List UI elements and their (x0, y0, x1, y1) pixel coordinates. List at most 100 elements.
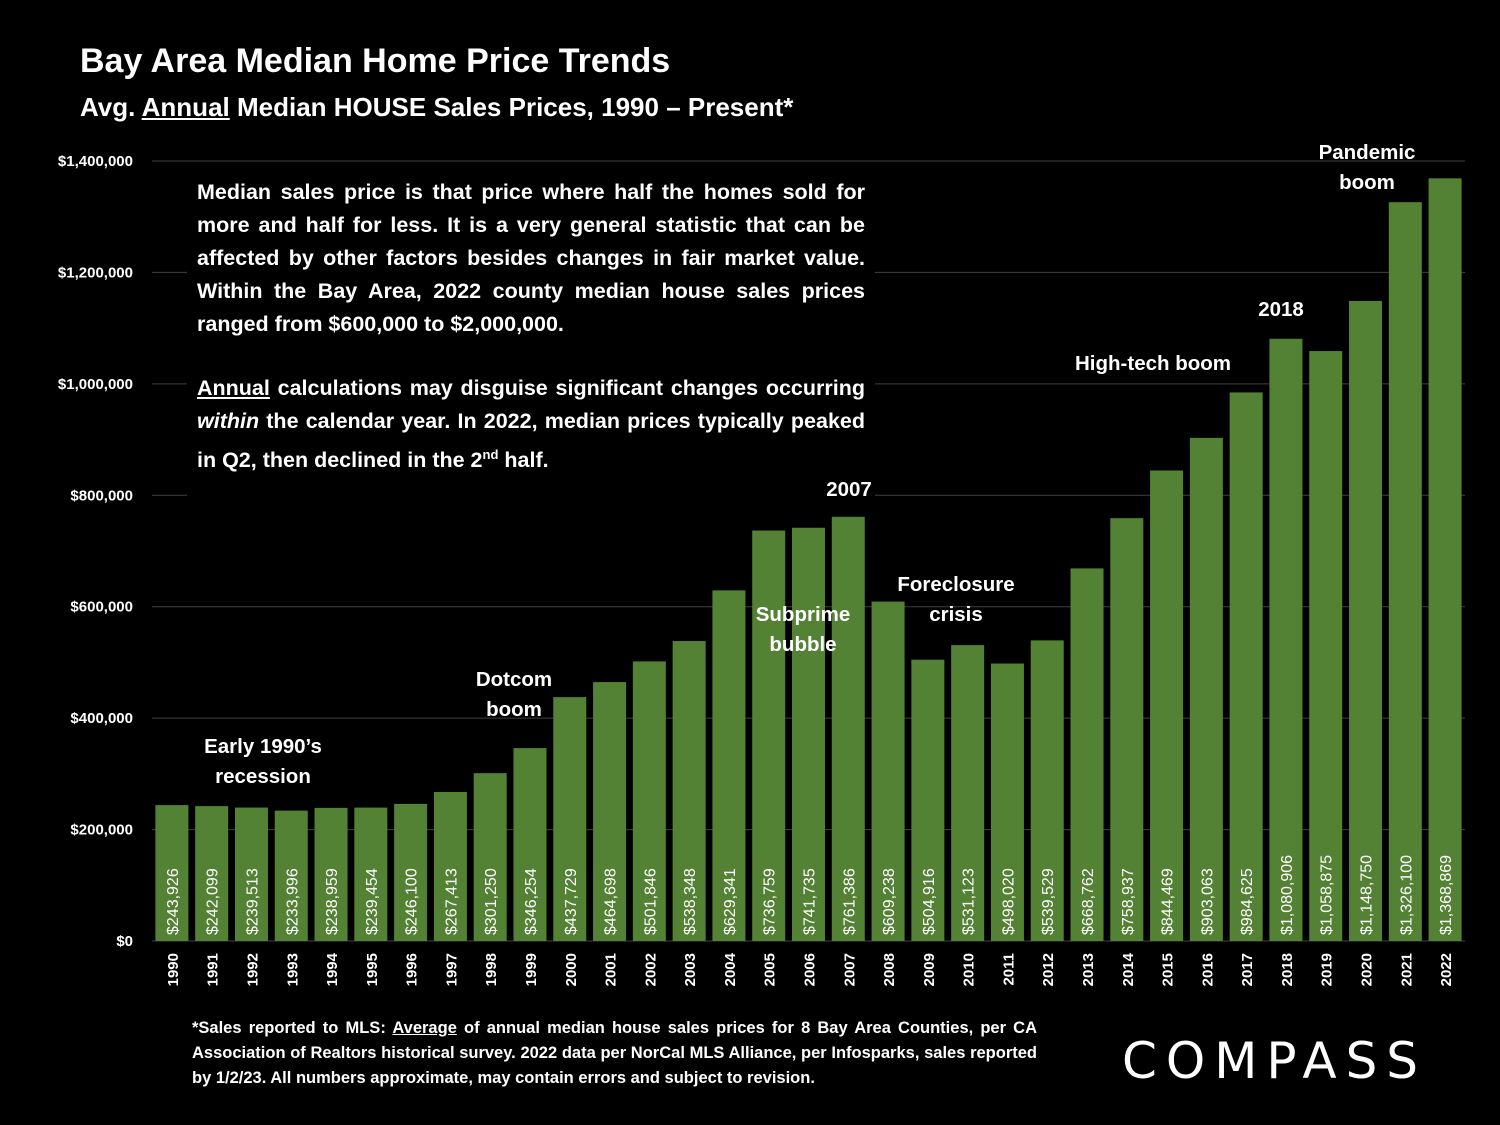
y-tick-label: $1,200,000 (58, 264, 133, 281)
x-tick-label: 2001 (603, 953, 620, 986)
value-label: $301,250 (483, 868, 500, 935)
x-tick-label: 1994 (324, 952, 341, 986)
bar (593, 682, 627, 941)
bar (433, 792, 467, 941)
value-label: $498,020 (1000, 868, 1017, 935)
value-label: $238,959 (324, 868, 341, 935)
x-tick-label: 1992 (244, 953, 261, 986)
y-tick-label: $600,000 (70, 599, 133, 616)
x-tick-label: 2010 (961, 953, 978, 986)
note-box: Median sales price is that price where h… (187, 172, 875, 513)
bar (792, 527, 825, 941)
bar (1189, 437, 1223, 941)
value-label: $501,846 (642, 868, 659, 935)
value-label: $629,341 (722, 868, 739, 935)
y-tick-label: $800,000 (70, 487, 133, 504)
value-label: $1,368,869 (1438, 855, 1455, 935)
value-label: $984,625 (1239, 868, 1256, 935)
value-label: $504,916 (921, 868, 938, 935)
chart-subtitle: Avg. Annual Median HOUSE Sales Prices, 1… (80, 92, 793, 123)
x-tick-label: 2003 (682, 953, 699, 986)
bar (1110, 518, 1144, 941)
annotation: 2018 (1258, 298, 1304, 321)
value-label: $609,238 (881, 868, 898, 935)
bar (1349, 300, 1383, 941)
bar (354, 807, 388, 941)
bar (314, 807, 348, 941)
x-tick-label: 2021 (1398, 953, 1415, 986)
bar (274, 810, 308, 941)
bar (1269, 338, 1303, 941)
value-label: $531,123 (961, 868, 978, 935)
x-tick-label: 2004 (722, 952, 739, 986)
bar (632, 661, 666, 941)
value-label: $538,348 (682, 868, 699, 935)
annotation: Dotcom boom (475, 668, 553, 721)
value-label: $736,759 (762, 868, 779, 935)
x-tick-label: 2013 (1080, 953, 1097, 986)
logo: COMPASS (1122, 1032, 1428, 1090)
value-label: $903,063 (1199, 868, 1216, 935)
y-tick-label: $1,400,000 (58, 153, 133, 170)
note-text: calculations may disguise significant ch… (269, 376, 865, 400)
value-label: $1,080,906 (1279, 855, 1296, 935)
x-tick-label: 1995 (364, 953, 381, 986)
annotation: 2007 (826, 478, 872, 501)
x-tick-label: 1999 (523, 953, 540, 986)
value-label: $1,148,750 (1359, 855, 1376, 935)
x-tick-label: 2016 (1199, 953, 1216, 986)
bar (195, 806, 229, 941)
note-text: half. (498, 448, 549, 473)
x-tick-label: 2014 (1120, 952, 1137, 986)
value-label: $242,099 (205, 868, 222, 935)
annotation: Subprime bubble (755, 603, 851, 656)
bar (951, 645, 985, 941)
value-label: $761,386 (841, 868, 858, 935)
footnote-text: *Sales reported to MLS: (192, 1019, 393, 1037)
y-tick-label: $200,000 (70, 822, 133, 839)
bar (752, 530, 786, 941)
subtitle-text: Median HOUSE Sales Prices, 1990 – Presen… (229, 92, 794, 122)
bar (513, 748, 547, 941)
x-tick-label: 1991 (205, 953, 222, 986)
bar (831, 516, 865, 941)
note-text: within (197, 409, 260, 433)
value-label: $1,058,875 (1319, 855, 1336, 935)
bar (871, 601, 905, 941)
x-tick-label: 2005 (762, 953, 779, 986)
x-tick-label: 2000 (563, 953, 580, 986)
bar (1309, 351, 1343, 941)
value-label: $437,729 (563, 868, 580, 935)
value-label: $1,326,100 (1398, 855, 1415, 935)
value-label: $464,698 (603, 868, 620, 935)
footnote-text: of annual median house sales prices for … (192, 1019, 1038, 1087)
value-label: $668,762 (1080, 868, 1097, 935)
x-tick-label: 1997 (443, 953, 460, 986)
note-text: Annual (197, 376, 270, 400)
note-text: nd (482, 447, 499, 462)
footnote-text: Average (392, 1019, 457, 1037)
x-tick-label: 1990 (165, 953, 182, 986)
x-tick-label: 2011 (1000, 953, 1017, 986)
y-tick-label: $1,000,000 (58, 376, 133, 393)
x-tick-label: 2017 (1239, 953, 1256, 986)
bar (553, 697, 587, 941)
x-tick-label: 2012 (1040, 953, 1057, 986)
bar (1229, 392, 1263, 941)
x-tick-label: 2002 (642, 953, 659, 986)
chart-title: Bay Area Median Home Price Trends (80, 42, 671, 80)
annotation: Pandemic boom (1318, 141, 1416, 194)
bar (990, 663, 1024, 941)
subtitle-text: Annual (141, 92, 230, 122)
x-tick-label: 1993 (284, 953, 301, 986)
value-label: $758,937 (1120, 868, 1137, 935)
x-tick-label: 2009 (921, 953, 938, 986)
value-label: $539,529 (1040, 868, 1057, 935)
bar (394, 803, 428, 941)
value-label: $243,926 (165, 868, 182, 935)
bar (1428, 178, 1462, 941)
annotation: Early 1990’s recession (204, 735, 322, 788)
footnote: *Sales reported to MLS: Average of annua… (192, 1016, 1037, 1091)
